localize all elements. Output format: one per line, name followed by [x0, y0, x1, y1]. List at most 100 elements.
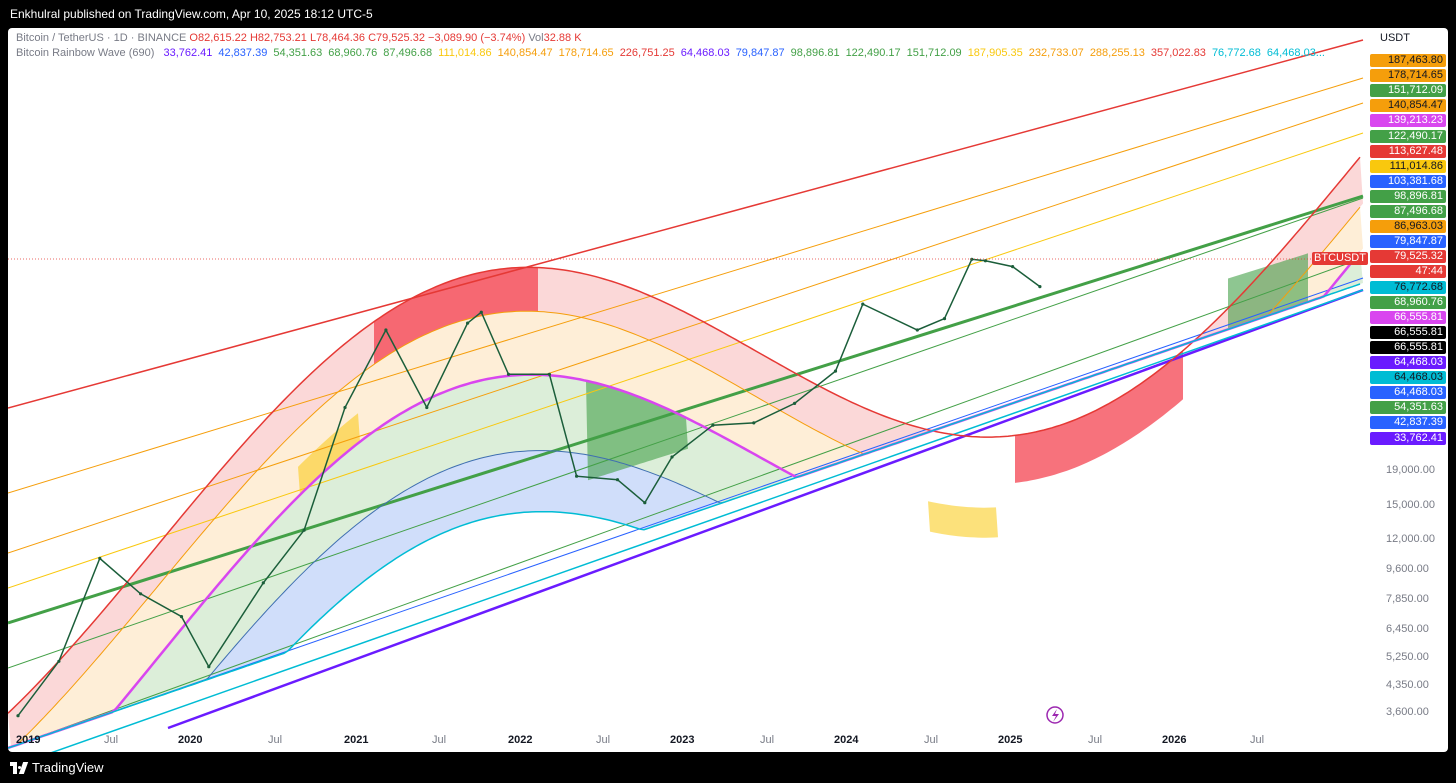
fan-line-blue — [8, 277, 1364, 749]
price-tag: 111,014.86 — [1370, 159, 1446, 173]
currency-label: USDT — [1380, 32, 1410, 44]
indicator-value: 226,751.25 — [619, 47, 675, 59]
price-point — [139, 592, 143, 596]
price-tag: 64,468.03 — [1370, 356, 1446, 369]
indicator-value: 33,762.41 — [163, 47, 213, 59]
indicator-value: 187,905.35 — [967, 47, 1023, 59]
rainbow-wave-chart[interactable] — [8, 28, 1448, 752]
price-tag: 33,762.41 — [1370, 431, 1446, 445]
indicator-value: 76,772.68 — [1211, 47, 1261, 59]
time-axis-label: 2026 — [1162, 734, 1187, 746]
price-tag: 113,627.48 — [1370, 144, 1446, 158]
indicator-value: 54,351.63 — [273, 47, 323, 59]
volume-label: Vol — [528, 32, 544, 44]
price-tag: 86,963.03 — [1370, 220, 1446, 234]
indicator-value: 151,712.09 — [906, 47, 962, 59]
price-axis-label: 3,600.00 — [1386, 706, 1429, 718]
footer-bar: TradingView — [0, 752, 1456, 783]
publish-bar: Enkhulral published on TradingView.com, … — [0, 0, 1456, 28]
yellow-zone-2024 — [928, 501, 998, 538]
price-axis-label: 15,000.00 — [1386, 499, 1435, 511]
ohlc-high: H82,753.21 — [249, 32, 307, 44]
price-point — [915, 328, 919, 332]
price-tag: 47:44 — [1370, 265, 1446, 279]
price-point — [16, 714, 20, 718]
price-tag: 139,213.23 — [1370, 114, 1446, 128]
price-axis-label: 6,450.00 — [1386, 623, 1429, 635]
price-point — [384, 328, 388, 332]
price-axis-label: 12,000.00 — [1386, 533, 1435, 545]
accumulation-zone-2026 — [1228, 253, 1308, 330]
price-tag: 187,463.80 — [1370, 54, 1446, 67]
time-axis-label: 2025 — [998, 734, 1023, 746]
volume-value: 32.88 K — [543, 32, 582, 44]
price-point — [942, 317, 947, 321]
flash-bolt-icon — [1052, 709, 1059, 722]
indicator-value: 178,714.65 — [558, 47, 614, 59]
fan-line-orange-1 — [8, 77, 1364, 494]
orange-band — [8, 207, 1363, 748]
price-point — [98, 556, 102, 561]
indicator-value: 357,022.83 — [1150, 47, 1206, 59]
price-axis-label: 9,600.00 — [1386, 563, 1429, 575]
indicator-value: 64,468.03 — [680, 47, 730, 59]
price-point — [57, 659, 61, 663]
price-point — [302, 528, 306, 532]
time-axis-label: Jul — [1250, 734, 1265, 746]
time-axis-label: Jul — [924, 734, 939, 746]
symbol-name: Bitcoin / TetherUS · 1D · BINANCE — [16, 32, 187, 44]
flash-icon — [1046, 706, 1064, 724]
indicator-value: 79,847.87 — [735, 47, 785, 59]
time-axis-label: Jul — [1088, 734, 1103, 746]
price-tag: 64,468.03 — [1370, 386, 1446, 400]
price-tag: 103,381.68 — [1370, 174, 1446, 188]
price-tag: 151,712.09 — [1370, 84, 1446, 98]
time-axis-label: 2023 — [670, 734, 695, 746]
indicator-name: Bitcoin Rainbow Wave (690) — [16, 47, 155, 59]
accumulation-zone-2022 — [586, 380, 688, 481]
indicator-value: 232,733.07 — [1028, 47, 1084, 59]
price-tag: 79,847.87 — [1370, 235, 1446, 249]
price-point — [343, 405, 347, 410]
price-point — [752, 421, 756, 425]
symbol-legend: Bitcoin / TetherUS · 1D · BINANCE O82,61… — [16, 32, 582, 44]
time-axis-label: 2022 — [508, 734, 533, 746]
price-tag: 98,896.81 — [1370, 189, 1446, 203]
price-point — [547, 372, 552, 376]
price-point — [179, 615, 184, 619]
indicator-value: 140,854.47 — [497, 47, 553, 59]
time-axis-label: Jul — [596, 734, 611, 746]
price-tag: 140,854.47 — [1370, 99, 1446, 113]
price-point — [670, 455, 674, 459]
fan-line-orange-2 — [8, 102, 1364, 554]
price-point — [1011, 265, 1015, 269]
indicator-value: 288,255.13 — [1089, 47, 1145, 59]
price-tag: 76,772.68 — [1370, 280, 1446, 294]
chart-area[interactable]: Bitcoin / TetherUS · 1D · BINANCE O82,61… — [8, 28, 1448, 752]
tradingview-brand: TradingView — [32, 760, 104, 775]
price-tag: 68,960.76 — [1370, 295, 1446, 309]
time-axis-label: 2024 — [834, 734, 859, 746]
fan-line-red — [8, 39, 1364, 409]
price-tag: 66,555.81 — [1370, 340, 1446, 354]
time-axis-label: 2021 — [344, 734, 369, 746]
price-tag: 87,496.68 — [1370, 205, 1446, 218]
price-point — [506, 372, 511, 376]
price-point — [466, 321, 470, 325]
price-point — [833, 369, 838, 373]
time-axis-label: Jul — [104, 734, 119, 746]
indicator-value: 42,837.39 — [218, 47, 268, 59]
green-band — [8, 252, 1363, 748]
price-tag: 42,837.39 — [1370, 416, 1446, 430]
indicator-value: 98,896.81 — [790, 47, 840, 59]
indicator-value: 111,014.86 — [438, 47, 492, 59]
peak-zone-2021 — [374, 267, 538, 365]
price-point — [1038, 285, 1042, 289]
floor-line-purple — [167, 288, 1364, 730]
tradingview-logo[interactable]: TradingView — [10, 760, 104, 775]
indicator-legend: Bitcoin Rainbow Wave (690) 33,762.41 42,8… — [16, 47, 1325, 59]
btc-price-tag: BTCUSDT — [1312, 252, 1368, 265]
indicator-value: 87,496.68 — [383, 47, 433, 59]
tradingview-icon — [10, 761, 29, 774]
fan-line-green-2 — [8, 257, 1364, 749]
